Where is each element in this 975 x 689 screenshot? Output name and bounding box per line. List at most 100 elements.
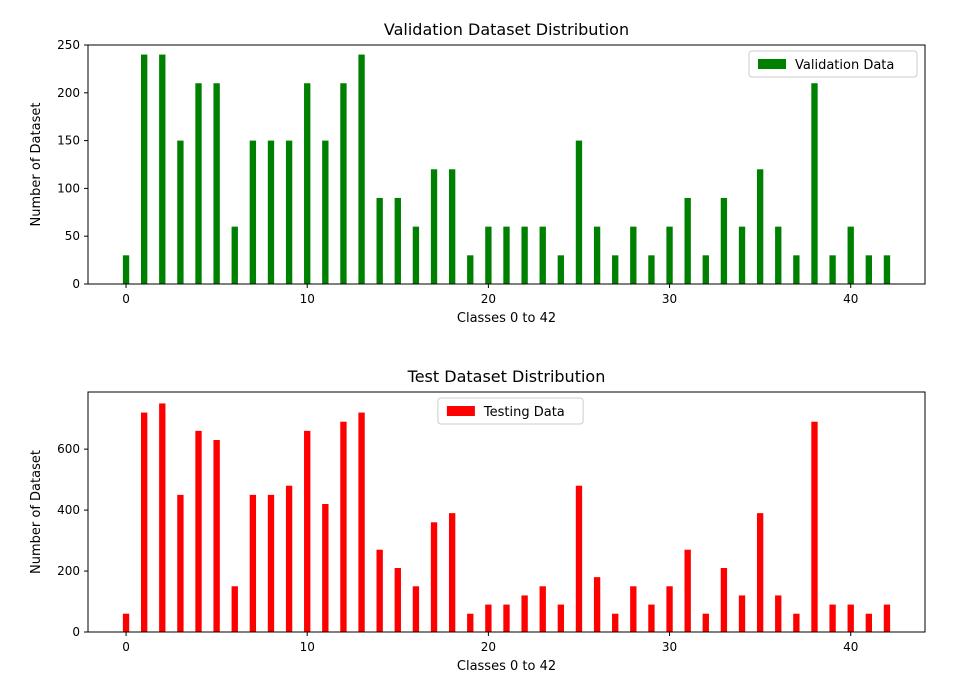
validation-y-axis-label: Number of Dataset [29, 103, 44, 227]
validation-bar [575, 140, 583, 284]
validation-bar [793, 255, 800, 284]
test-legend-label: Testing Data [483, 405, 565, 420]
test-bar [394, 568, 401, 632]
validation-x-tick-label: 30 [662, 292, 677, 306]
validation-bar [775, 226, 782, 284]
validation-bar [593, 226, 601, 284]
validation-bar [630, 226, 637, 284]
validation-x-tick-label: 20 [481, 292, 496, 306]
test-bar [883, 604, 891, 632]
validation-bar [340, 83, 347, 285]
validation-bar [467, 255, 474, 284]
test-bar [340, 421, 347, 632]
test-bar [322, 504, 329, 632]
test-bar [412, 586, 420, 632]
test-legend-swatch [446, 406, 475, 416]
validation-bar [430, 169, 438, 284]
test-bar [666, 586, 673, 632]
test-bar [593, 577, 601, 632]
validation-y-tick-label: 0 [72, 277, 80, 291]
test-legend-box [437, 397, 584, 425]
test-bar [738, 595, 746, 632]
test-bar [249, 494, 257, 632]
validation-y-tick-label: 150 [57, 134, 80, 148]
validation-bar [684, 197, 691, 284]
validation-bar [358, 54, 365, 285]
test-bar [430, 522, 438, 632]
validation-bar [521, 226, 528, 284]
validation-bars [122, 54, 891, 285]
test-y-tick-label: 200 [57, 564, 80, 578]
test-bar [539, 586, 546, 632]
test-x-tick-label: 20 [481, 640, 496, 654]
validation-bar [122, 255, 130, 284]
test-bar [467, 613, 474, 632]
validation-bar [140, 54, 148, 285]
validation-bar [883, 255, 891, 284]
test-bar [267, 494, 275, 632]
test-bars [122, 403, 891, 632]
test-bar [195, 430, 202, 632]
validation-bar [847, 226, 854, 284]
test-x-tick-label: 0 [122, 640, 130, 654]
test-bar [630, 586, 637, 632]
validation-bar [485, 226, 492, 284]
test-legend: Testing Data [437, 397, 584, 425]
validation-chart-title: Validation Dataset Distribution [384, 20, 629, 39]
test-bar [304, 430, 311, 632]
validation-bar [829, 255, 836, 284]
test-y-axis-label: Number of Dataset [29, 450, 44, 574]
validation-x-axis-label: Classes 0 to 42 [457, 311, 556, 326]
test-bar [612, 613, 619, 632]
test-x-tick-label: 40 [843, 640, 858, 654]
validation-x-tick-label: 10 [300, 292, 315, 306]
validation-bar [249, 140, 257, 284]
test-bar [575, 485, 583, 632]
validation-chart: Validation Dataset Distribution 0 10 20 30 40… [29, 20, 926, 326]
validation-x-tick-label: 40 [843, 292, 858, 306]
validation-bar [376, 197, 383, 284]
test-x-tick-label: 30 [662, 640, 677, 654]
test-bar [140, 412, 148, 632]
test-bar [557, 604, 565, 632]
test-bar [756, 513, 764, 632]
test-bar [702, 613, 709, 632]
test-bar [847, 604, 854, 632]
validation-bar [702, 255, 709, 284]
validation-bar [738, 226, 746, 284]
validation-bar [666, 226, 673, 284]
test-bar [811, 421, 818, 632]
validation-bar [231, 226, 238, 284]
test-x-tick-label: 10 [300, 640, 315, 654]
test-bar [775, 595, 782, 632]
test-bar [159, 403, 166, 632]
validation-bar [811, 83, 818, 285]
test-bar [521, 595, 528, 632]
validation-bar [412, 226, 420, 284]
validation-y-tick-label: 50 [65, 229, 80, 243]
test-plot-frame [87, 391, 926, 633]
validation-legend: Validation Data [748, 50, 918, 78]
test-y-tick-label: 600 [57, 442, 80, 456]
validation-bar [322, 140, 329, 284]
validation-bar [285, 140, 293, 284]
test-bar [503, 604, 510, 632]
test-bar [177, 494, 184, 632]
test-y-tick-label: 400 [57, 503, 80, 517]
validation-bar [720, 197, 728, 284]
test-bar [865, 613, 873, 632]
validation-bar [448, 169, 456, 284]
test-bar [485, 604, 492, 632]
validation-legend-label: Validation Data [795, 58, 894, 73]
validation-y-tick-label: 250 [57, 38, 80, 52]
validation-bar [394, 197, 401, 284]
validation-x-tick-label: 0 [122, 292, 130, 306]
validation-bar [557, 255, 565, 284]
validation-y-tick-label: 200 [57, 86, 80, 100]
test-bar [122, 613, 130, 632]
validation-bar [177, 140, 184, 284]
test-bar [213, 440, 220, 632]
validation-bar [865, 255, 873, 284]
